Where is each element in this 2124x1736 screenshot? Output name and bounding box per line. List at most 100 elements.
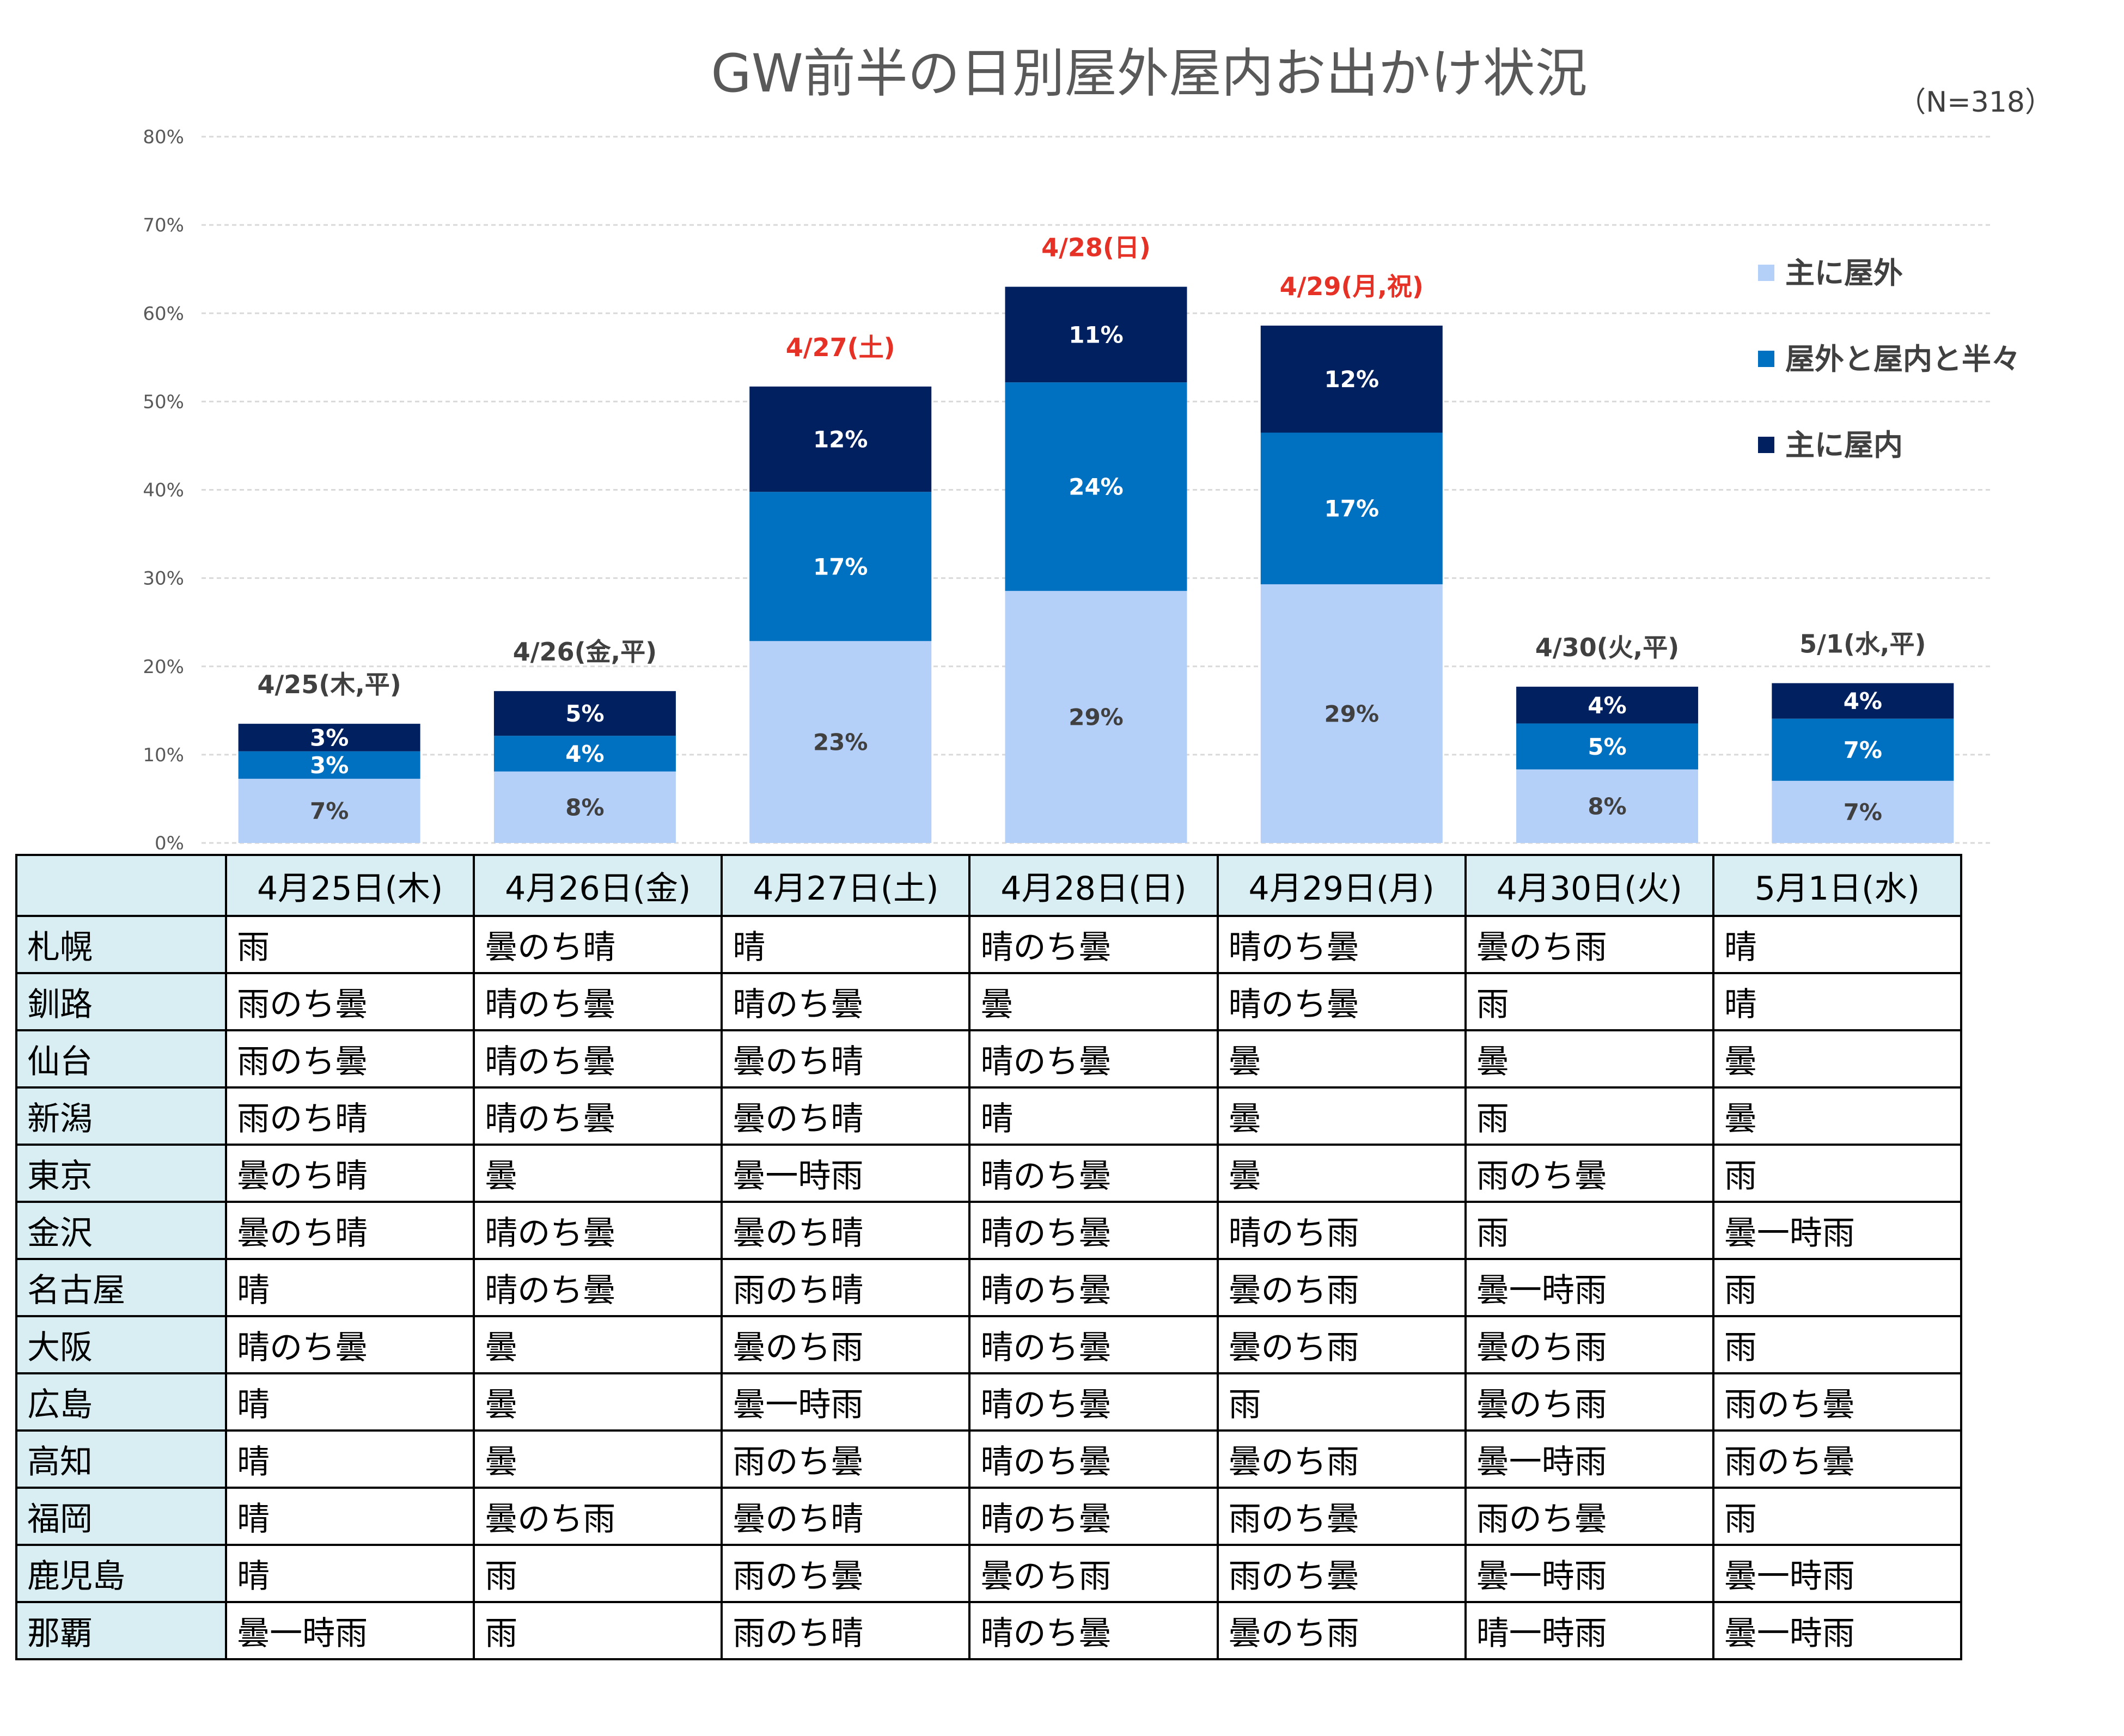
chart-title: GW前半の日別屋外屋内お出かけ状況	[711, 43, 1587, 104]
weather-cell: 曇	[1216, 1144, 1467, 1203]
data-label: 7%	[310, 798, 349, 824]
weather-cell: 曇	[1712, 1029, 1963, 1089]
weather-cell: 曇のち雨	[473, 1487, 723, 1546]
bar-segment	[1260, 432, 1443, 584]
data-label: 4%	[565, 741, 604, 767]
weather-cell: 雨のち曇	[1464, 1487, 1714, 1546]
weather-cell: 晴一時雨	[1464, 1601, 1714, 1660]
weather-cell: 晴のち曇	[968, 1201, 1219, 1260]
weather-cell: 曇	[473, 1429, 723, 1489]
weather-cell: 曇一時雨	[1712, 1601, 1963, 1660]
weather-cell: 雨	[473, 1544, 723, 1603]
header-date: 4月30日(火)	[1464, 854, 1714, 917]
weather-cell: 晴のち雨	[1216, 1201, 1467, 1260]
weather-cell: 晴のち曇	[1216, 972, 1467, 1031]
data-label: 5%	[1588, 733, 1626, 760]
data-label: 8%	[565, 794, 604, 821]
weather-cell: 晴のち曇	[225, 1315, 475, 1374]
weather-cell: 曇	[1464, 1029, 1714, 1089]
city-name: 札幌	[15, 915, 228, 974]
bar-segment	[1516, 687, 1699, 724]
bar-group: 8% 5% 4% 4/30(火,平)	[1516, 633, 1699, 843]
weather-cell: 雨のち曇	[1712, 1372, 1963, 1432]
weather-cell: 雨のち曇	[1216, 1544, 1467, 1603]
weather-cell: 曇のち雨	[1216, 1315, 1467, 1374]
city-name: 釧路	[15, 972, 228, 1031]
weather-cell: 曇のち晴	[225, 1144, 475, 1203]
weather-cell: 雨	[225, 915, 475, 974]
y-tick-label: 40%	[143, 480, 184, 502]
legend-label: 屋外と屋内と半々	[1785, 342, 2021, 376]
city-name: 東京	[15, 1144, 228, 1203]
bar-group: 29% 24% 11% 4/28(日)	[1005, 233, 1187, 843]
bar-group: 29% 17% 12% 4/29(月,祝)	[1260, 272, 1443, 843]
y-tick-label: 50%	[143, 391, 184, 413]
city-name: 広島	[15, 1372, 228, 1432]
weather-cell: 雨	[1216, 1372, 1467, 1432]
data-label: 23%	[813, 729, 868, 756]
weather-cell: 曇のち雨	[1216, 1258, 1467, 1317]
header-corner	[15, 854, 228, 917]
table-row: 福岡晴曇のち雨 曇のち晴 晴のち曇 雨のち曇 雨のち曇雨	[15, 1487, 1963, 1546]
bar-group: 7% 3%3% 4/25(木,平)	[238, 670, 420, 843]
bar-segment	[1516, 723, 1699, 769]
weather-cell: 曇一時雨	[721, 1372, 971, 1432]
weather-cell: 曇のち雨	[1464, 1372, 1714, 1432]
weather-cell: 晴	[225, 1258, 475, 1317]
weather-cell: 晴	[721, 915, 971, 974]
data-label: 12%	[1325, 366, 1380, 393]
data-label: 3%	[310, 752, 349, 779]
y-tick-label: 10%	[143, 744, 184, 766]
weather-cell: 曇のち雨	[1216, 1429, 1467, 1489]
table-row: 大阪 晴のち曇曇曇のち雨 晴のち曇 曇のち雨 曇のち雨雨	[15, 1315, 1963, 1374]
weather-cell: 曇のち晴	[225, 1201, 475, 1260]
category-label: 4/30(火,平)	[1535, 633, 1679, 662]
weather-cell: 晴	[1712, 972, 1963, 1031]
data-label: 4%	[1588, 692, 1626, 719]
weather-cell: 雨	[1712, 1487, 1963, 1546]
weather-cell: 曇	[968, 972, 1219, 1031]
legend-label: 主に屋内	[1785, 428, 1903, 462]
table-row: 釧路 雨のち曇 晴のち曇 晴のち曇曇晴のち曇雨晴	[15, 972, 1963, 1031]
weather-cell: 晴のち曇	[473, 1086, 723, 1146]
y-tick-label: 70%	[143, 215, 184, 236]
weather-cell: 雨のち曇	[225, 972, 475, 1031]
city-name: 大阪	[15, 1315, 228, 1374]
city-name: 仙台	[15, 1029, 228, 1089]
weather-cell: 雨	[1464, 1201, 1714, 1260]
weather-cell: 雨のち曇	[225, 1029, 475, 1089]
table-row: 広島晴曇曇一時雨 晴のち曇雨曇のち雨 雨のち曇	[15, 1372, 1963, 1432]
bar-segment	[1772, 683, 1954, 719]
bar-segment	[238, 779, 420, 843]
category-label: 4/25(木,平)	[257, 670, 401, 699]
sample-size-note: （N=318）	[1897, 86, 2053, 119]
y-tick-label: 0%	[155, 833, 184, 849]
weather-cell: 雨のち曇	[721, 1429, 971, 1489]
data-label: 12%	[813, 426, 868, 453]
weather-cell: 晴	[225, 1372, 475, 1432]
table-row: 高知晴曇雨のち曇 晴のち曇 曇のち雨 曇一時雨 雨のち曇	[15, 1429, 1963, 1489]
legend-item: 主に屋内	[1758, 428, 1903, 462]
data-label: 8%	[1588, 793, 1626, 820]
weather-cell: 雨	[1464, 1086, 1714, 1146]
stacked-bar-chart: GW前半の日別屋外屋内お出かけ状況 （N=318） 0% 10% 20% 30% 40%…	[143, 43, 2053, 849]
weather-cell: 曇一時雨	[1464, 1429, 1714, 1489]
table-row: 鹿児島晴雨雨のち曇 曇のち雨 雨のち曇 曇一時雨 曇一時雨	[15, 1544, 1963, 1603]
weather-cell: 曇一時雨	[1464, 1544, 1714, 1603]
weather-table: 4月25日(木) 4月26日(金) 4月27日(土) 4月28日(日) 4月29…	[15, 854, 1963, 1660]
weather-cell: 曇一時雨	[1464, 1258, 1714, 1317]
weather-cell: 曇	[473, 1144, 723, 1203]
bar-segment	[749, 492, 932, 641]
weather-cell: 曇	[1712, 1086, 1963, 1146]
weather-cell: 曇一時雨	[1712, 1201, 1963, 1260]
category-label: 4/27(土)	[786, 333, 895, 362]
weather-cell: 晴のち曇	[968, 1487, 1219, 1546]
table-row: 札幌雨曇のち晴晴晴のち曇 晴のち曇 曇のち雨晴	[15, 915, 1963, 974]
category-label: 4/29(月,祝)	[1280, 272, 1424, 301]
y-tick-label: 30%	[143, 568, 184, 590]
bar-group: 23% 17% 12% 4/27(土)	[749, 333, 932, 843]
weather-cell: 晴	[225, 1487, 475, 1546]
data-label: 29%	[1069, 704, 1124, 731]
data-label: 7%	[1844, 799, 1882, 826]
weather-cell: 雨	[473, 1601, 723, 1660]
